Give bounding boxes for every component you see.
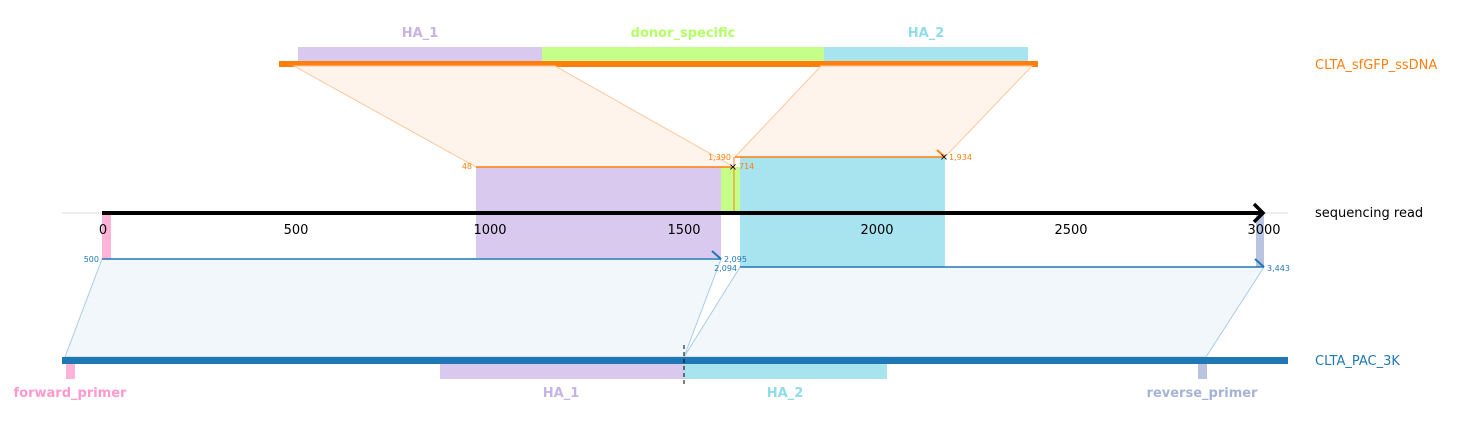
bottom-feature-forward-primer-bar xyxy=(66,362,75,379)
top-alignment-b-start-label: 1,390 xyxy=(708,153,731,162)
axis-tick-label: 0 xyxy=(99,223,107,238)
bottom-alignment-a-start-label: 500 xyxy=(84,255,99,264)
top-alignment-fan-a xyxy=(292,65,736,168)
read-reverse-primer-region xyxy=(1256,213,1264,267)
top-reference-line xyxy=(279,61,1038,67)
bottom-alignment-fan-a xyxy=(64,258,722,358)
bottom-reference-line xyxy=(62,357,1288,364)
top-feature-donor-specific-label: donor_specific xyxy=(631,26,736,41)
bottom-alignment-a-end-label: 2,095 xyxy=(724,255,747,264)
bottom-track-name: CLTA_PAC_3K xyxy=(1315,354,1400,369)
top-track-name: CLTA_sfGFP_ssDNA xyxy=(1315,58,1437,73)
read-forward-primer-region xyxy=(102,213,111,259)
top-alignment-b-end-marker: × xyxy=(940,152,948,163)
bottom-feature-forward-primer-label: forward_primer xyxy=(14,386,128,401)
top-feature-donor-specific-bar xyxy=(542,47,824,63)
bottom-alignment-b-arrow xyxy=(1254,258,1265,268)
axis-tick-label: 2500 xyxy=(1054,223,1087,238)
bottom-feature-ha2-label: HA_2 xyxy=(767,386,804,401)
axis-tick-label: 1000 xyxy=(473,223,506,238)
top-feature-ha1-label: HA_1 xyxy=(402,26,439,41)
sequencing-read-arrowhead xyxy=(1252,202,1266,224)
top-alignment-fan-b xyxy=(733,65,1034,158)
axis-tick-label: 500 xyxy=(284,223,309,238)
top-feature-ha1-bar xyxy=(298,47,542,63)
bottom-alignment-b-end-label: 3,443 xyxy=(1267,264,1290,273)
top-alignment-b-arrow xyxy=(936,149,946,158)
bottom-feature-ha2-bar xyxy=(684,362,887,379)
bottom-feature-reverse-primer-label: reverse_primer xyxy=(1147,386,1259,401)
top-alignment-a-start-label: 48 xyxy=(462,162,472,171)
axis-tick-label: 2000 xyxy=(860,223,893,238)
top-feature-ha2-bar xyxy=(824,47,1028,63)
bottom-alignment-fan-b xyxy=(683,266,1265,358)
bottom-feature-ha1-label: HA_1 xyxy=(543,386,580,401)
bottom-feature-reverse-primer-bar xyxy=(1198,362,1207,379)
axis-tick-label: 1500 xyxy=(667,223,700,238)
bottom-alignment-b-start-label: 2,094 xyxy=(714,264,737,273)
top-alignment-b-end-label: 1,934 xyxy=(949,153,972,162)
top-alignment-a-end-label: 714 xyxy=(739,162,754,171)
top-feature-ha2-label: HA_2 xyxy=(908,26,945,41)
bottom-alignment-a-arrow xyxy=(711,250,722,260)
top-alignment-a-end-marker: × xyxy=(729,162,737,173)
read-donor-specific-region xyxy=(721,167,740,213)
sequencing-read-label: sequencing read xyxy=(1315,206,1423,221)
axis-tick-label: 3000 xyxy=(1247,223,1280,238)
bottom-feature-ha1-bar xyxy=(440,362,684,379)
